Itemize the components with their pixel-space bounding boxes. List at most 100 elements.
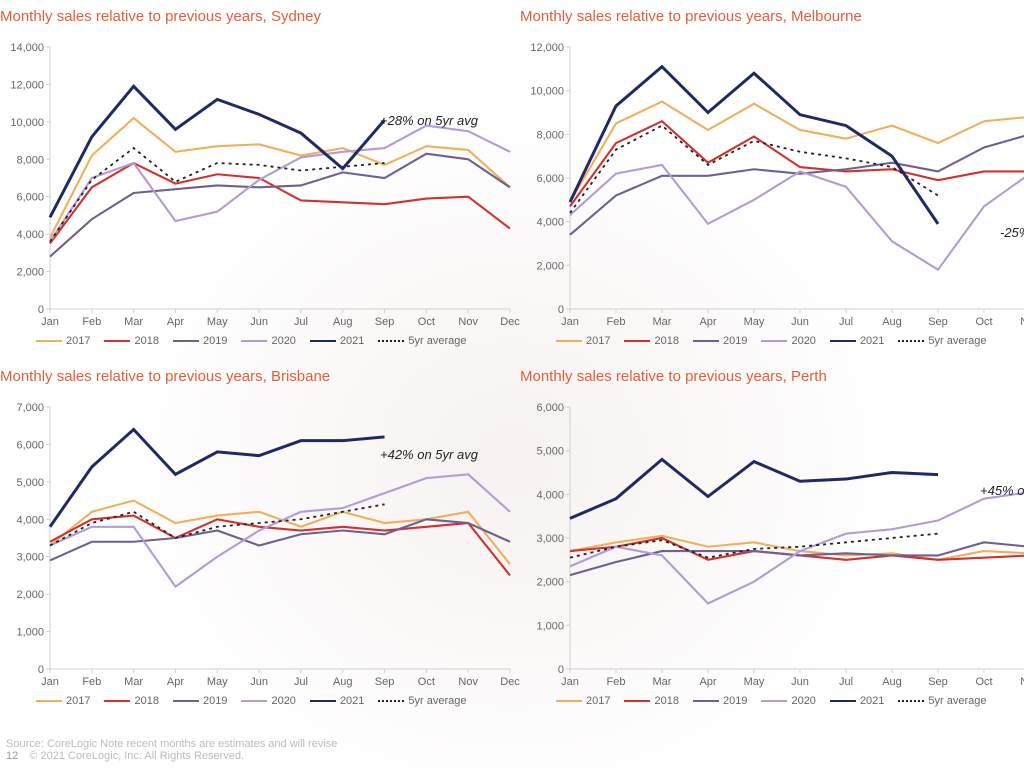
svg-text:6,000: 6,000 [16,439,44,451]
svg-text:10,000: 10,000 [10,117,44,129]
svg-text:4,000: 4,000 [536,217,564,229]
svg-text:Aug: Aug [882,676,902,688]
series-y2020 [50,474,510,586]
series-y2018 [50,516,510,576]
svg-text:3,000: 3,000 [16,552,44,564]
svg-text:6,000: 6,000 [536,173,564,185]
chart-panel-brisbane: Monthly sales relative to previous years… [0,360,520,720]
line-chart: 01,0002,0003,0004,0005,0006,0007,000JanF… [0,387,520,697]
series-y2021 [50,86,385,217]
svg-text:May: May [207,676,228,688]
svg-text:8,000: 8,000 [536,129,564,141]
svg-text:4,000: 4,000 [16,514,44,526]
chart-annotation: +42% on 5yr avg [380,447,478,462]
svg-text:1,000: 1,000 [16,627,44,639]
svg-text:5,000: 5,000 [536,446,564,458]
svg-text:8,000: 8,000 [16,154,44,166]
series-y2017 [50,118,510,238]
svg-text:Jul: Jul [839,316,853,328]
chart-title: Monthly sales relative to previous years… [0,8,520,25]
chart-annotation: -25% [1000,225,1024,240]
svg-text:May: May [744,676,765,688]
svg-text:0: 0 [558,304,564,316]
page-number: 12 [6,750,18,762]
svg-text:Jun: Jun [250,316,268,328]
svg-text:Sep: Sep [375,676,395,688]
chart-title: Monthly sales relative to previous years… [520,368,1024,385]
svg-text:Feb: Feb [607,676,626,688]
svg-text:Mar: Mar [124,316,143,328]
svg-text:Nov: Nov [458,316,478,328]
chart-panel-perth: Monthly sales relative to previous years… [520,360,1024,720]
svg-text:Mar: Mar [124,676,143,688]
copyright: © 2021 CoreLogic, Inc. All Rights Reserv… [29,750,244,762]
line-chart: 02,0004,0006,0008,00010,00012,00014,000J… [0,27,520,337]
svg-text:May: May [744,316,765,328]
svg-text:Aug: Aug [882,316,902,328]
svg-text:Jul: Jul [839,676,853,688]
svg-text:12,000: 12,000 [10,79,44,91]
svg-text:Jul: Jul [294,676,308,688]
svg-text:May: May [207,316,228,328]
svg-text:Jan: Jan [561,676,579,688]
chart-annotation: +45% on [980,483,1024,498]
svg-text:0: 0 [558,664,564,676]
chart-annotation: +28% on 5yr avg [380,113,478,128]
line-chart: 0 2,000 4,000 6,000 8,000 10,000 12,000 Jan Feb M… [520,27,1024,337]
series-y2020 [570,165,1024,270]
svg-text:Aug: Aug [333,676,353,688]
svg-text:Oct: Oct [975,316,992,328]
chart-panel-sydney: Monthly sales relative to previous years… [0,0,520,360]
svg-text:Jan: Jan [41,316,59,328]
svg-text:Jul: Jul [294,316,308,328]
svg-text:7,000: 7,000 [16,402,44,414]
svg-text:Apr: Apr [699,316,716,328]
svg-text:1,000: 1,000 [536,620,564,632]
footer: Source: CoreLogic Note recent months are… [6,738,337,762]
series-y2020 [570,492,1024,603]
source-note: Source: CoreLogic Note recent months are… [6,738,337,750]
svg-text:14,000: 14,000 [10,42,44,54]
svg-text:Mar: Mar [653,316,672,328]
svg-text:2,000: 2,000 [536,577,564,589]
svg-text:10,000: 10,000 [530,86,564,98]
svg-text:6,000: 6,000 [536,402,564,414]
svg-text:Feb: Feb [82,676,101,688]
chart-panel-melbourne: Monthly sales relative to previous years… [520,0,1024,360]
svg-text:Oct: Oct [975,676,992,688]
svg-text:Nov: Nov [458,676,478,688]
svg-text:Jun: Jun [250,676,268,688]
svg-text:Sep: Sep [928,316,948,328]
svg-text:Dec: Dec [500,676,520,688]
series-y2017 [50,501,510,565]
series-y2019 [570,134,1024,234]
svg-text:3,000: 3,000 [536,533,564,545]
svg-text:2,000: 2,000 [536,260,564,272]
chart-title: Monthly sales relative to previous years… [520,8,1024,25]
series-y2020 [50,126,510,242]
svg-text:2,000: 2,000 [16,589,44,601]
svg-text:Feb: Feb [607,316,626,328]
svg-text:Aug: Aug [333,316,353,328]
svg-text:2,000: 2,000 [16,267,44,279]
svg-text:Nov: Nov [1020,676,1024,688]
svg-text:4,000: 4,000 [16,229,44,241]
svg-text:Jun: Jun [791,316,809,328]
line-chart: 0 1,000 2,000 3,000 4,000 5,000 6,000 Jan Feb Mar… [520,387,1024,697]
svg-text:Apr: Apr [167,316,184,328]
svg-text:12,000: 12,000 [530,42,564,54]
series-y2021 [50,429,385,526]
svg-text:Mar: Mar [653,676,672,688]
svg-text:Dec: Dec [500,316,520,328]
svg-text:Jun: Jun [791,676,809,688]
svg-text:Jan: Jan [561,316,579,328]
svg-text:5,000: 5,000 [16,477,44,489]
svg-text:Feb: Feb [82,316,101,328]
svg-text:Oct: Oct [418,316,435,328]
svg-text:Oct: Oct [418,676,435,688]
svg-text:Sep: Sep [928,676,948,688]
svg-text:Sep: Sep [375,316,395,328]
chart-title: Monthly sales relative to previous years… [0,368,520,385]
series-y2021 [570,459,938,518]
svg-text:4,000: 4,000 [536,489,564,501]
